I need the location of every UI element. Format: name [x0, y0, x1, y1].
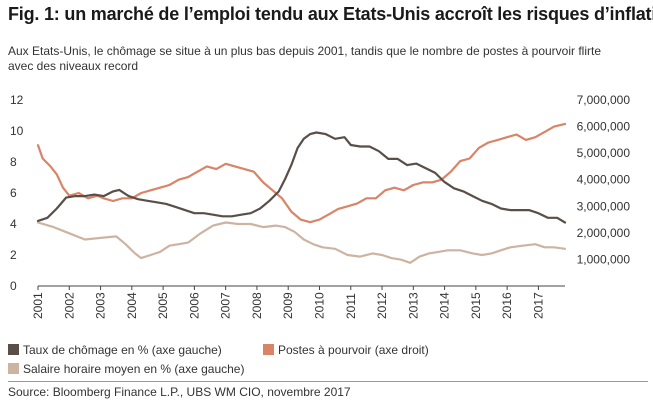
x-tick-label: 2015	[469, 292, 483, 319]
y-right-tick-label: 1,000,000	[577, 252, 631, 266]
x-tick-label: 2014	[438, 292, 452, 319]
y-left-tick-label: 8	[10, 155, 17, 169]
legend-item-unemployment: Taux de chômage en % (axe gauche)	[8, 343, 222, 357]
y-left-tick-label: 10	[10, 124, 24, 138]
source-divider	[8, 381, 648, 382]
legend-label-hourly-wage: Salaire horaire moyen en % (axe gauche)	[23, 362, 245, 376]
series-line-unemployment	[36, 131, 567, 224]
y-left-tick-label: 6	[10, 186, 17, 200]
y-left-tick-label: 0	[10, 279, 17, 293]
series-line-hourly-wage	[36, 221, 567, 264]
x-tick-label: 2017	[531, 292, 545, 319]
series-line-job-openings	[36, 122, 567, 224]
x-tick-label: 2004	[125, 292, 139, 319]
x-tick-label: 2001	[31, 292, 45, 319]
x-tick-label: 2012	[375, 292, 389, 319]
legend-swatch-hourly-wage	[8, 363, 19, 374]
legend-label-job-openings: Postes à pourvoir (axe droit)	[278, 343, 429, 357]
source-note: Source: Bloomberg Finance L.P., UBS WM C…	[8, 385, 351, 399]
x-tick-label: 2005	[156, 292, 170, 319]
y-right-tick-label: 7,000,000	[577, 93, 631, 107]
legend-item-job-openings: Postes à pourvoir (axe droit)	[263, 343, 429, 357]
y-right-tick-label: 6,000,000	[577, 120, 631, 134]
x-tick-label: 2016	[500, 292, 514, 319]
x-tick-label: 2010	[312, 292, 326, 319]
chart-subtitle: Aux Etats-Unis, le chômage se situe à un…	[8, 44, 602, 73]
x-tick-label: 2011	[344, 293, 358, 319]
legend-swatch-unemployment	[8, 344, 19, 355]
y-left-tick-label: 12	[10, 93, 24, 107]
x-tick-label: 2013	[406, 292, 420, 319]
chart-title: Fig. 1: un marché de l’emploi tendu aux …	[8, 4, 653, 24]
legend-label-unemployment: Taux de chômage en % (axe gauche)	[23, 343, 222, 357]
x-tick-label: 2006	[187, 292, 201, 319]
y-right-tick-label: 5,000,000	[577, 146, 631, 160]
y-right-tick-label: 2,000,000	[577, 226, 631, 240]
x-tick-label: 2008	[250, 292, 264, 319]
x-tick-label: 2009	[281, 292, 295, 319]
y-right-tick-label: 3,000,000	[577, 199, 631, 213]
x-tick-label: 2007	[219, 292, 233, 319]
y-left-tick-label: 2	[10, 248, 17, 262]
legend-item-hourly-wage: Salaire horaire moyen en % (axe gauche)	[8, 362, 244, 376]
x-tick-label: 2002	[62, 292, 76, 319]
y-left-tick-label: 4	[10, 217, 17, 231]
y-right-tick-label: 4,000,000	[577, 173, 631, 187]
x-tick-label: 2003	[94, 292, 108, 319]
legend-swatch-job-openings	[263, 344, 274, 355]
